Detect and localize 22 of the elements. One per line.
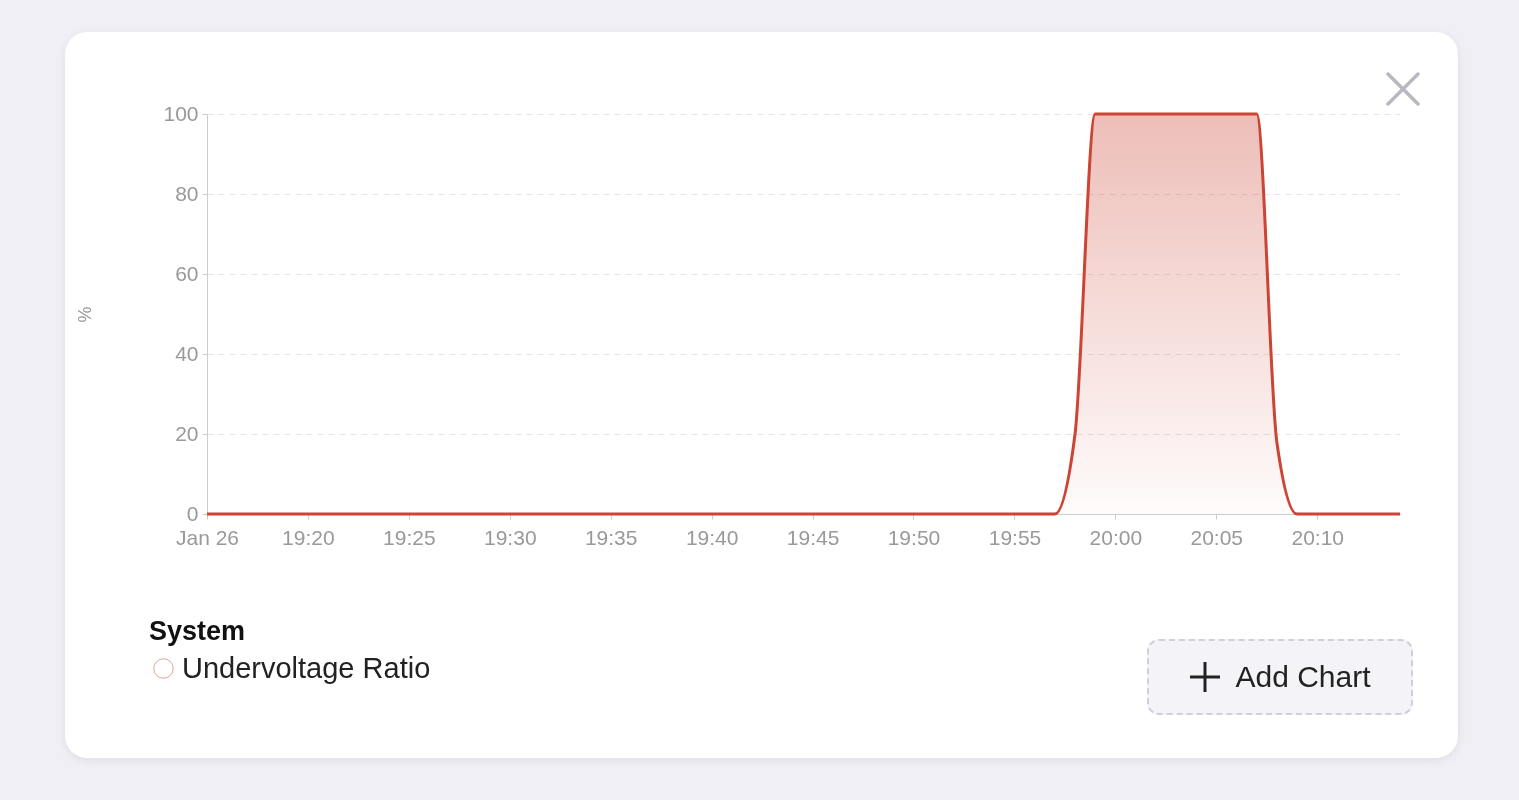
y-tick-label: 0: [186, 501, 199, 525]
y-tick-label: 60: [175, 261, 199, 285]
x-tick-label: 19:45: [786, 525, 840, 549]
x-tick-label: 19:25: [383, 525, 436, 549]
y-tick-label: 80: [175, 181, 199, 205]
x-tick-label: 19:50: [887, 525, 941, 549]
x-tick-label: 19:35: [584, 525, 638, 549]
x-tick-label: 19:40: [685, 525, 739, 549]
x-tick-label: Jan 26: [175, 525, 240, 549]
y-tick-label: 100: [163, 101, 199, 125]
x-tick-label: 19:55: [988, 525, 1042, 549]
x-tick-label: 20:00: [1089, 525, 1143, 549]
x-tick-label: 19:30: [484, 525, 537, 549]
legend-label: Undervoltage Ratio: [182, 651, 431, 684]
legend-title: System: [149, 616, 246, 646]
y-axis-title: %: [75, 306, 96, 323]
x-tick-label: 20:10: [1291, 525, 1345, 549]
y-tick-label: 40: [175, 341, 199, 365]
text: Add Chart: [1235, 660, 1371, 694]
y-tick-label: 20: [175, 421, 199, 445]
x-tick-label: 19:20: [282, 525, 335, 549]
x-tick-label: 20:05: [1190, 525, 1244, 549]
